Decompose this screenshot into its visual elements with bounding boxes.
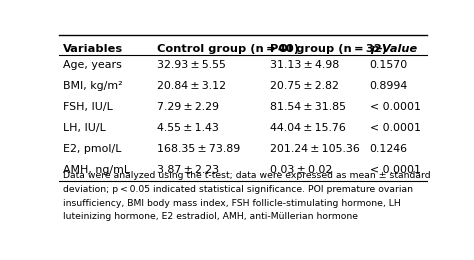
Text: Variables: Variables	[63, 44, 123, 54]
Text: p-Value: p-Value	[370, 44, 417, 54]
Text: 0.1570: 0.1570	[370, 60, 408, 70]
Text: Age, years: Age, years	[63, 60, 122, 70]
Text: Data were analyzed using the t-test; data were expressed as mean ± standard: Data were analyzed using the t-test; dat…	[63, 171, 430, 180]
Text: 0.8994: 0.8994	[370, 81, 408, 91]
Text: 201.24 ± 105.36: 201.24 ± 105.36	[271, 144, 360, 154]
Text: 81.54 ± 31.85: 81.54 ± 31.85	[271, 102, 346, 112]
Text: < 0.0001: < 0.0001	[370, 123, 420, 133]
Text: 168.35 ± 73.89: 168.35 ± 73.89	[156, 144, 240, 154]
Text: 20.75 ± 2.82: 20.75 ± 2.82	[271, 81, 339, 91]
Text: LH, IU/L: LH, IU/L	[63, 123, 106, 133]
Text: Control group (n = 40): Control group (n = 40)	[156, 44, 299, 54]
Text: < 0.0001: < 0.0001	[370, 102, 420, 112]
Text: deviation; p < 0.05 indicated statistical significance. POI premature ovarian: deviation; p < 0.05 indicated statistica…	[63, 185, 413, 194]
Text: POI group (n = 32): POI group (n = 32)	[271, 44, 387, 54]
Text: 44.04 ± 15.76: 44.04 ± 15.76	[271, 123, 346, 133]
Text: BMI, kg/m²: BMI, kg/m²	[63, 81, 123, 91]
Text: 0.03 ± 0.02: 0.03 ± 0.02	[271, 165, 333, 174]
Text: 31.13 ± 4.98: 31.13 ± 4.98	[271, 60, 340, 70]
Text: 4.55 ± 1.43: 4.55 ± 1.43	[156, 123, 219, 133]
Text: 3.87 ± 2.23: 3.87 ± 2.23	[156, 165, 219, 174]
Text: 32.93 ± 5.55: 32.93 ± 5.55	[156, 60, 226, 70]
Text: 20.84 ± 3.12: 20.84 ± 3.12	[156, 81, 226, 91]
Text: E2, pmol/L: E2, pmol/L	[63, 144, 121, 154]
Text: insufficiency, BMI body mass index, FSH follicle-stimulating hormone, LH: insufficiency, BMI body mass index, FSH …	[63, 199, 401, 207]
Text: 0.1246: 0.1246	[370, 144, 408, 154]
Text: 7.29 ± 2.29: 7.29 ± 2.29	[156, 102, 219, 112]
Text: FSH, IU/L: FSH, IU/L	[63, 102, 113, 112]
Text: < 0.0001: < 0.0001	[370, 165, 420, 174]
Text: luteinizing hormone, E2 estradiol, AMH, anti-Müllerian hormone: luteinizing hormone, E2 estradiol, AMH, …	[63, 212, 358, 221]
Text: AMH, ng/mL: AMH, ng/mL	[63, 165, 130, 174]
